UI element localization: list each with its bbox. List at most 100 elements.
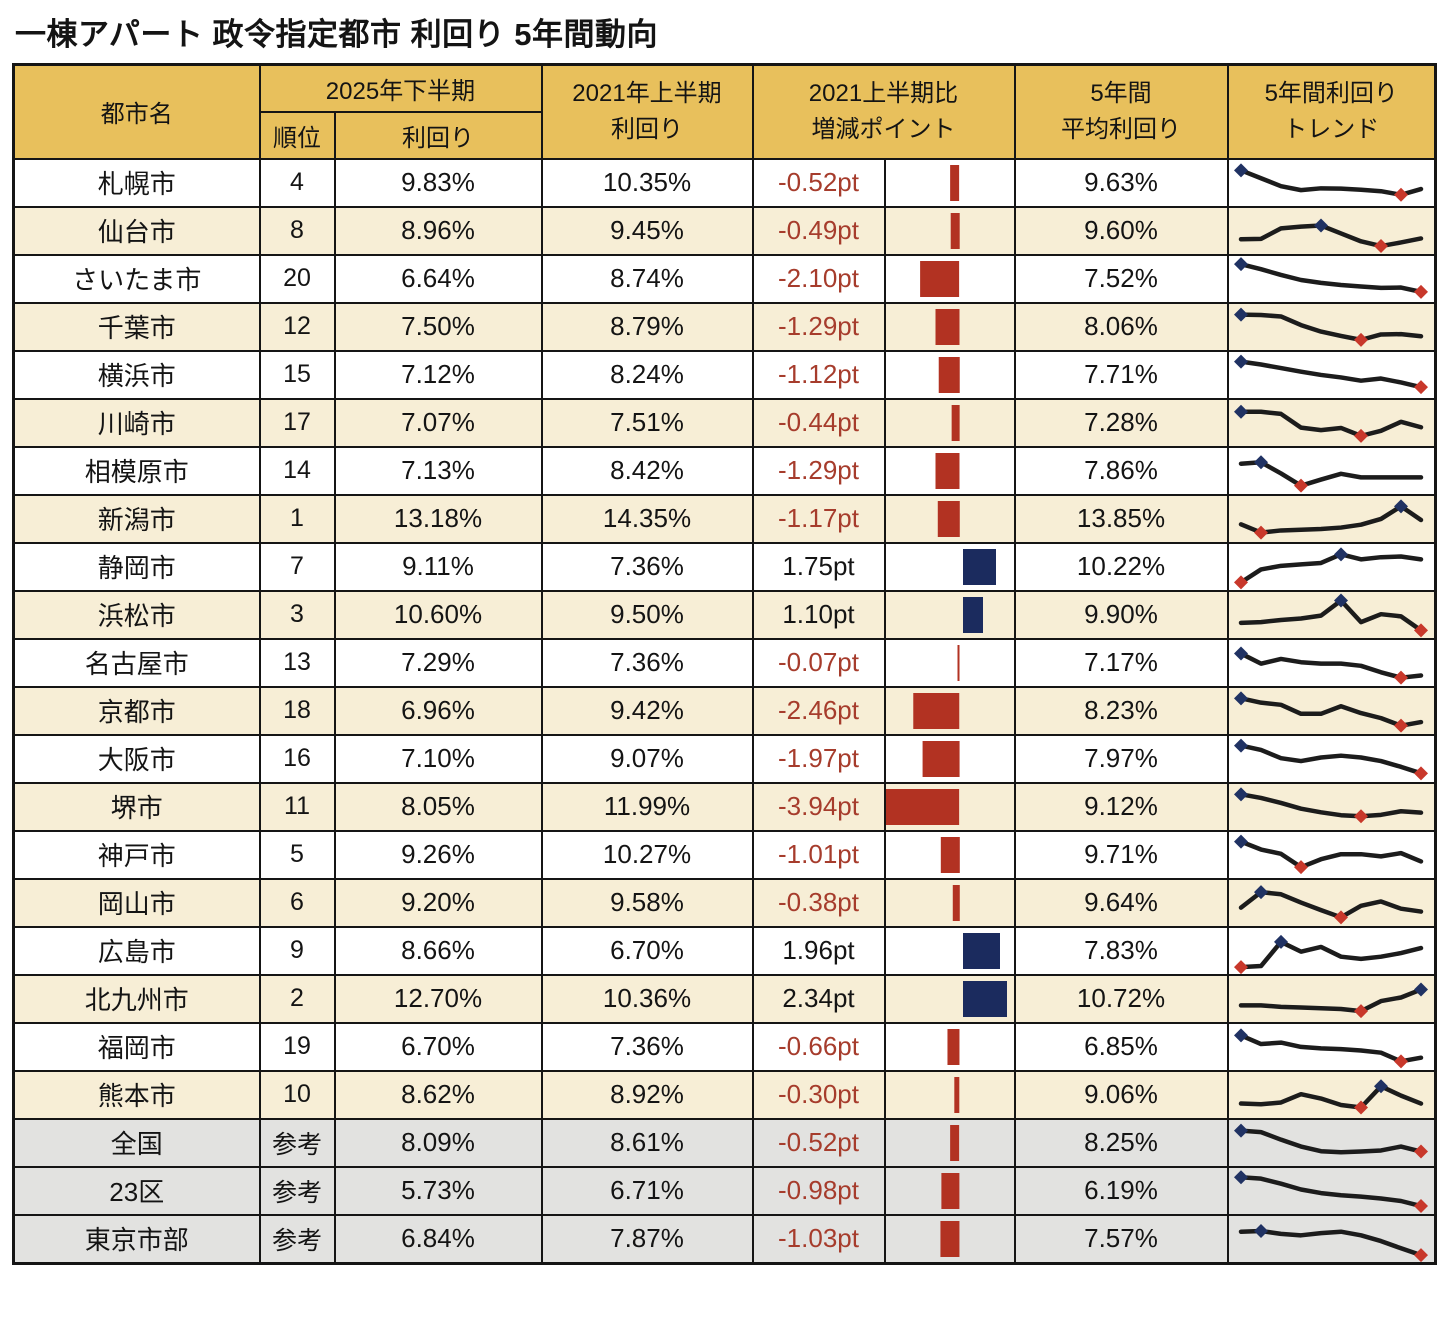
trend-max-marker	[1234, 307, 1249, 322]
trend-min-marker	[1414, 284, 1429, 299]
diff-bar	[940, 1172, 960, 1209]
yield-2021-cell: 8.79%	[540, 301, 754, 352]
col-avg-line1: 5年間	[1090, 79, 1152, 107]
diff-bar	[962, 596, 984, 633]
diff-bar	[922, 740, 960, 777]
diff-bar	[949, 1124, 960, 1161]
city-cell: 熊本市	[12, 1069, 261, 1120]
diff-bar-cell	[883, 157, 1016, 208]
diff-bar-track	[887, 1073, 1013, 1117]
diff-bar	[919, 260, 960, 297]
diff-value-cell: 1.10pt	[751, 589, 886, 640]
trend-max-marker	[1254, 454, 1269, 469]
yield-2025-cell: 9.83%	[333, 157, 543, 208]
rank-cell: 3	[258, 589, 336, 640]
diff-bar-cell	[883, 253, 1016, 304]
trend-max-marker	[1254, 884, 1269, 899]
trend-min-marker	[1234, 959, 1249, 973]
diff-bar	[912, 692, 960, 729]
trend-sparkline	[1239, 593, 1429, 637]
yield-2025-cell: 7.29%	[333, 637, 543, 688]
trend-max-marker	[1234, 404, 1249, 419]
diff-bar-track	[887, 977, 1013, 1021]
diff-bar	[962, 932, 1000, 969]
diff-bar-track	[887, 593, 1013, 637]
trend-max-marker	[1234, 1123, 1249, 1138]
yield-2025-cell: 9.11%	[333, 541, 543, 592]
rank-cell: 11	[258, 781, 336, 832]
table-row: 大阪市 16 7.10% 9.07% -1.97pt 7.97%	[12, 733, 1437, 784]
trend-cell	[1226, 1021, 1437, 1072]
diff-value-cell: -0.52pt	[751, 157, 886, 208]
rank-cell: 12	[258, 301, 336, 352]
trend-min-marker	[1414, 622, 1429, 637]
diff-bar-track	[887, 353, 1013, 397]
trend-cell	[1226, 205, 1437, 256]
trend-cell	[1226, 637, 1437, 688]
diff-value-cell: -0.30pt	[751, 1069, 886, 1120]
trend-min-marker	[1414, 379, 1429, 394]
yield-2025-cell: 8.62%	[333, 1069, 543, 1120]
avg-yield-cell: 9.64%	[1013, 877, 1229, 928]
yield-2025-cell: 7.13%	[333, 445, 543, 496]
trend-min-marker	[1414, 1247, 1429, 1262]
yield-2021-cell: 8.92%	[540, 1069, 754, 1120]
yield-2021-cell: 10.27%	[540, 829, 754, 880]
city-cell: 川崎市	[12, 397, 261, 448]
avg-yield-cell: 10.22%	[1013, 541, 1229, 592]
diff-bar-cell	[883, 397, 1016, 448]
table-row: 23区 参考 5.73% 6.71% -0.98pt 6.19%	[12, 1165, 1437, 1216]
yield-2021-cell: 8.61%	[540, 1117, 754, 1168]
table-row: 堺市 11 8.05% 11.99% -3.94pt 9.12%	[12, 781, 1437, 832]
city-cell: 全国	[12, 1117, 261, 1168]
avg-yield-cell: 8.25%	[1013, 1117, 1229, 1168]
yield-2021-cell: 9.50%	[540, 589, 754, 640]
city-cell: 札幌市	[12, 157, 261, 208]
trend-min-marker	[1414, 765, 1429, 780]
trend-max-marker	[1234, 646, 1249, 661]
trend-cell	[1226, 925, 1437, 976]
trend-max-marker	[1414, 982, 1429, 997]
trend-min-marker	[1354, 808, 1369, 823]
rank-cell: 10	[258, 1069, 336, 1120]
avg-yield-cell: 7.52%	[1013, 253, 1229, 304]
city-cell: 千葉市	[12, 301, 261, 352]
yield-2025-cell: 8.09%	[333, 1117, 543, 1168]
rank-cell: 7	[258, 541, 336, 592]
trend-max-marker	[1334, 546, 1349, 561]
rank-cell: 14	[258, 445, 336, 496]
diff-bar-cell	[883, 1069, 1016, 1120]
trend-cell	[1226, 589, 1437, 640]
yield-2021-cell: 7.36%	[540, 1021, 754, 1072]
trend-cell	[1226, 1213, 1437, 1264]
trend-cell	[1226, 877, 1437, 928]
trend-sparkline	[1234, 546, 1424, 589]
avg-yield-cell: 8.06%	[1013, 301, 1229, 352]
yield-2021-cell: 7.36%	[540, 637, 754, 688]
trend-min-marker	[1354, 1003, 1369, 1018]
avg-yield-cell: 7.97%	[1013, 733, 1229, 784]
diff-bar-track	[887, 305, 1013, 349]
table-row: 北九州市 2 12.70% 10.36% 2.34pt 10.72%	[12, 973, 1437, 1024]
diff-value-cell: -1.29pt	[751, 445, 886, 496]
diff-bar	[940, 836, 960, 873]
rank-cell: 1	[258, 493, 336, 544]
diff-bar-track	[887, 1121, 1013, 1165]
avg-yield-cell: 6.19%	[1013, 1165, 1229, 1216]
trend-min-marker	[1294, 478, 1309, 493]
yield-2021-cell: 8.74%	[540, 253, 754, 304]
trend-sparkline	[1234, 646, 1424, 685]
diff-bar	[952, 884, 960, 921]
avg-yield-cell: 9.06%	[1013, 1069, 1229, 1120]
col-diff: 2021上半期比 増減ポイント	[751, 63, 1016, 160]
trend-sparkline	[1234, 834, 1424, 874]
trend-max-marker	[1234, 354, 1249, 369]
yield-2021-cell: 9.45%	[540, 205, 754, 256]
city-cell: 浜松市	[12, 589, 261, 640]
trend-sparkline	[1234, 1169, 1429, 1213]
diff-bar-cell	[883, 637, 1016, 688]
yield-2021-cell: 10.36%	[540, 973, 754, 1024]
avg-yield-cell: 9.71%	[1013, 829, 1229, 880]
diff-bar-cell	[883, 1213, 1016, 1264]
col-group-2025: 2025年下半期	[258, 63, 543, 113]
